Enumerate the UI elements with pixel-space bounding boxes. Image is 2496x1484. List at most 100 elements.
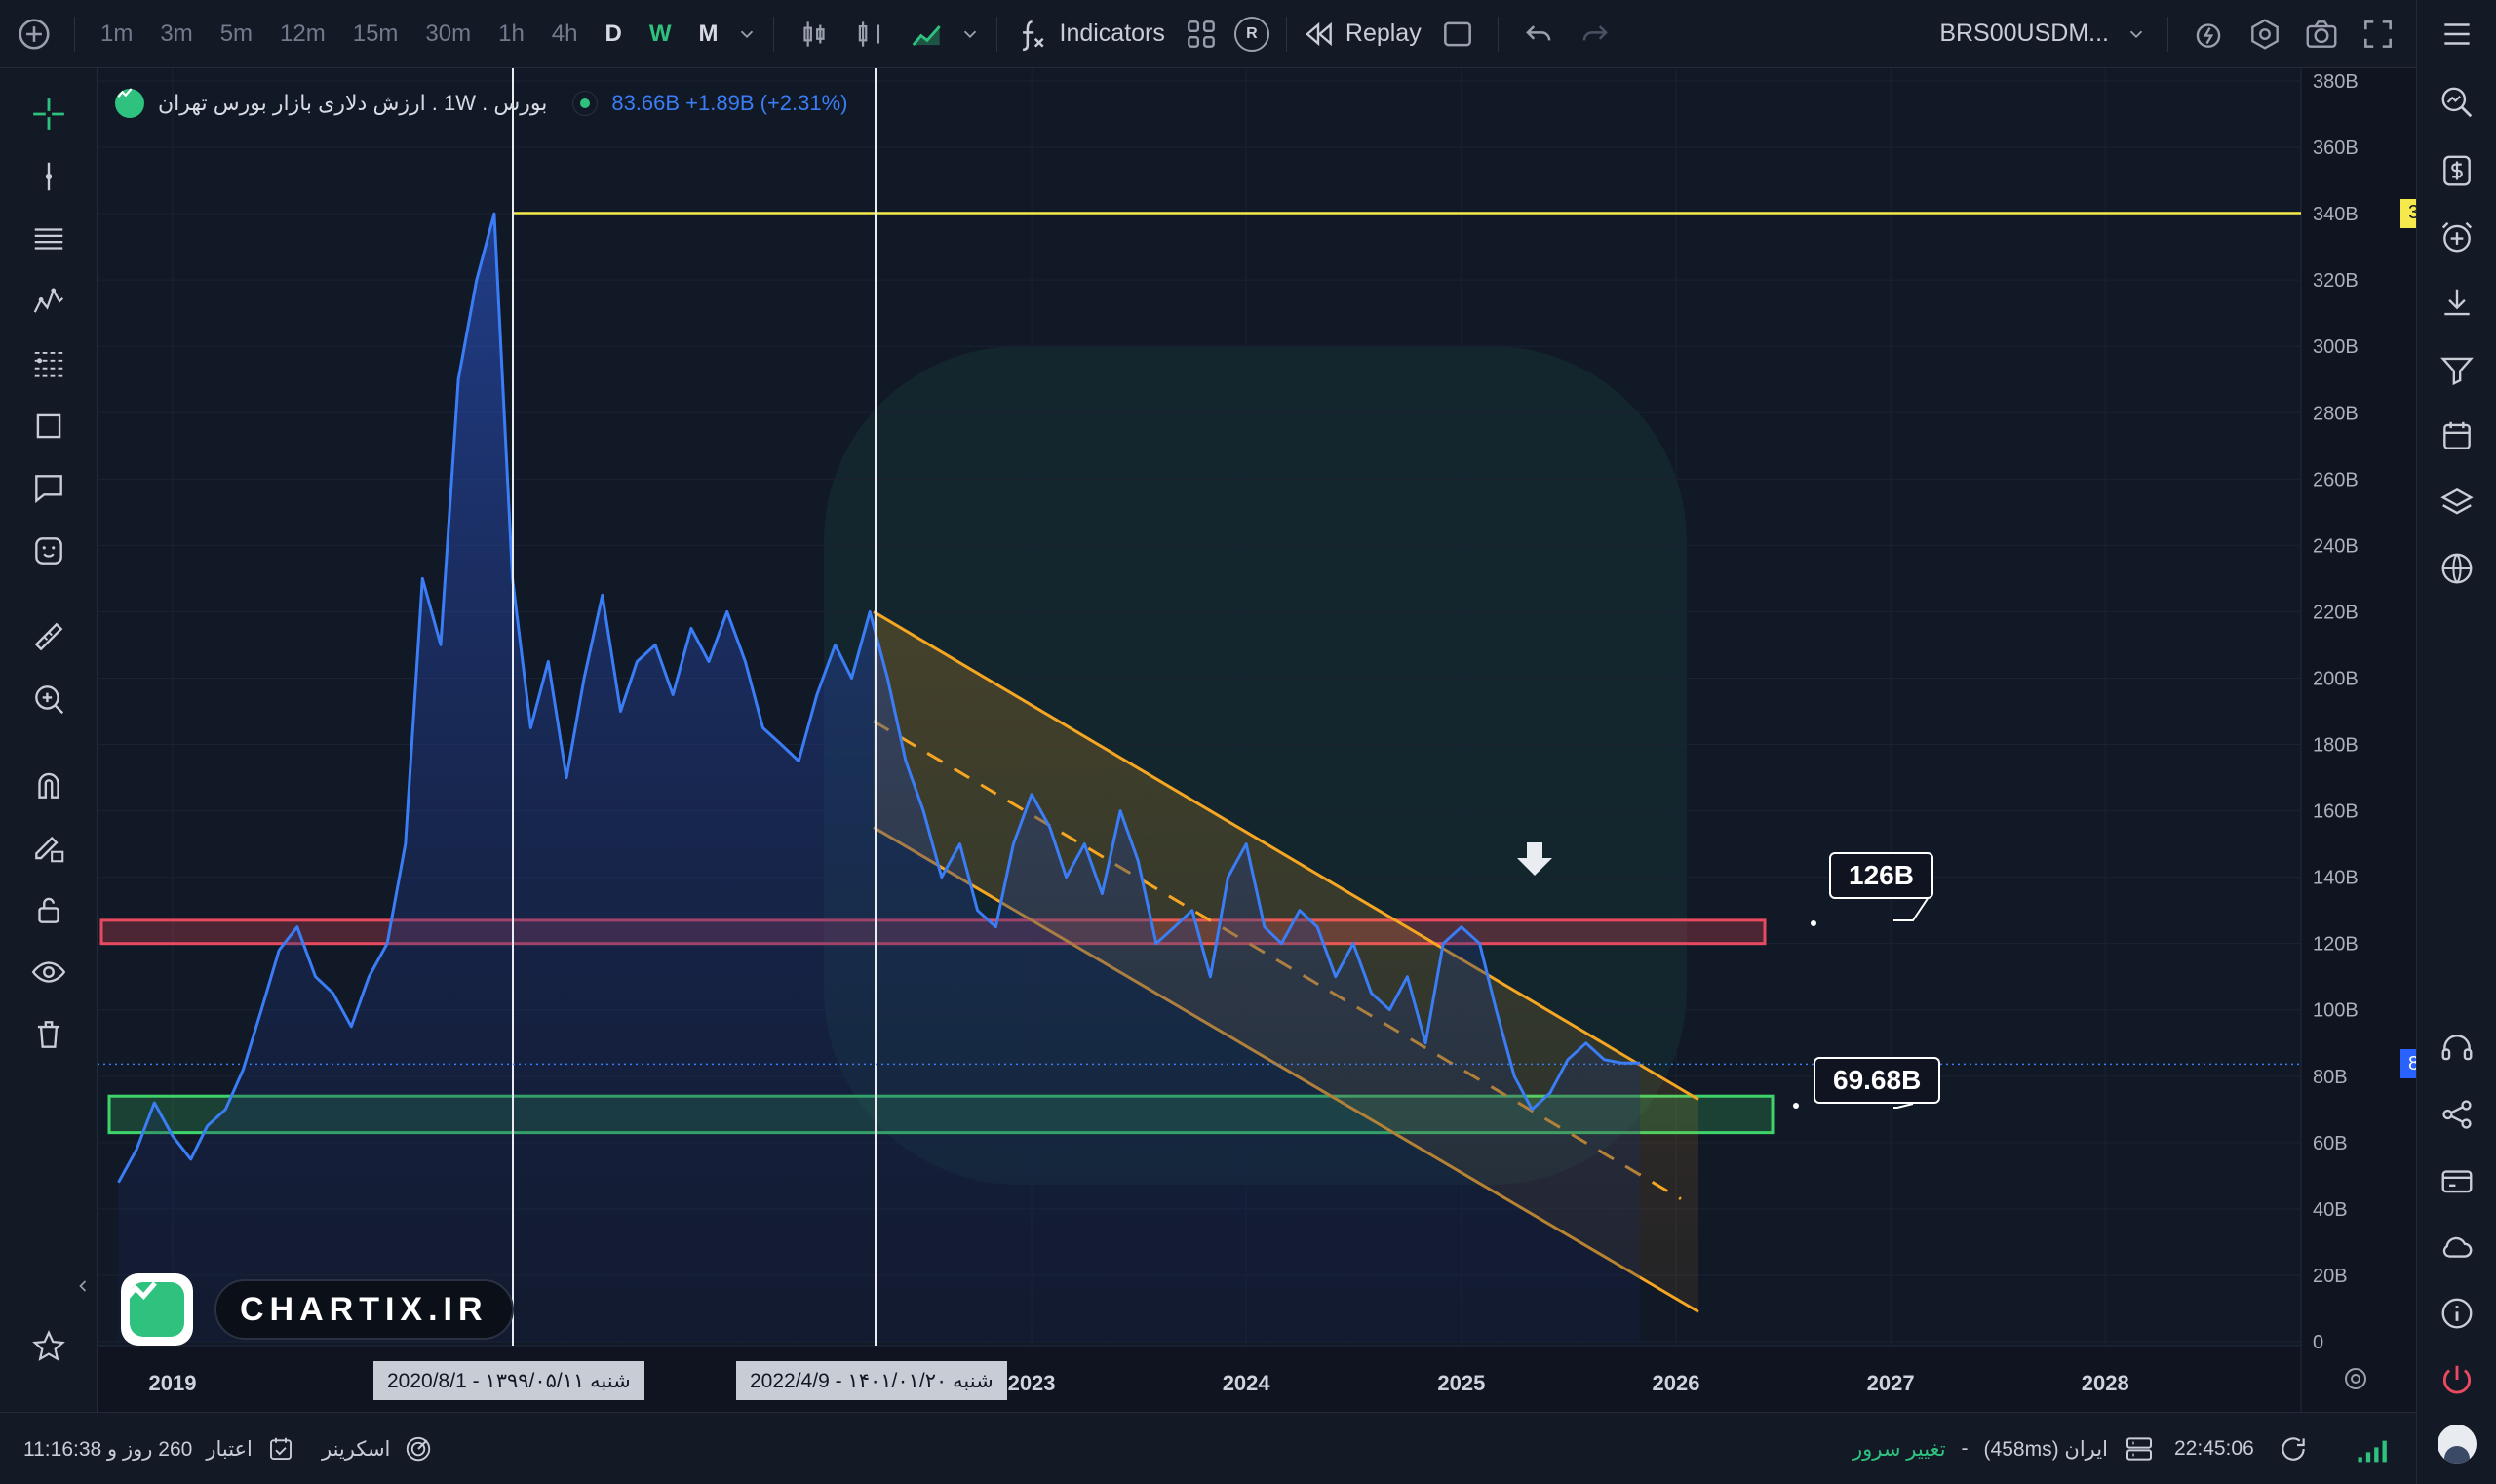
trend-line-icon[interactable] (20, 148, 77, 205)
redo-icon[interactable] (1567, 6, 1623, 62)
right-sidebar (2416, 0, 2496, 1484)
time-axis: 2019 2023 2024 2025 2026 2027 2028 (149, 1371, 2129, 1395)
price-line (117, 212, 1641, 1184)
zoom-in-icon[interactable] (20, 671, 77, 727)
pattern-icon[interactable] (20, 273, 77, 330)
ruler-icon[interactable] (20, 608, 77, 665)
layers-icon[interactable] (2429, 474, 2485, 530)
search-chart-icon[interactable] (2429, 74, 2485, 131)
timeframe-1h[interactable]: 1h (498, 20, 525, 47)
callout-upper[interactable]: 126B (1829, 852, 1933, 899)
price-tick-label: 60B (2313, 1133, 2348, 1154)
timeframe-5m[interactable]: 5m (219, 20, 254, 47)
overlays (98, 68, 2301, 1346)
channel-upper-line (873, 610, 1699, 1101)
price-tick-label: 20B (2313, 1266, 2348, 1287)
globe-icon[interactable] (2429, 540, 2485, 597)
calendar-check-icon[interactable] (266, 1434, 295, 1464)
card-icon[interactable] (2429, 1152, 2485, 1209)
avatar-icon (2438, 1425, 2476, 1464)
filter-icon[interactable] (2429, 341, 2485, 398)
download-icon[interactable] (2429, 275, 2485, 332)
time-tick-label: 2027 (1867, 1371, 1915, 1395)
alarm-clock-icon[interactable] (2429, 209, 2485, 265)
star-icon[interactable] (20, 1318, 77, 1375)
price-tick-label: 340B (2313, 204, 2359, 225)
price-tick-label: 280B (2313, 403, 2359, 424)
menu-icon[interactable] (2429, 6, 2485, 62)
timeframe-15m[interactable]: 15m (352, 20, 399, 47)
replay-button[interactable]: Replay (1345, 20, 1422, 47)
chevron-down-icon[interactable] (2117, 6, 2156, 62)
camera-icon[interactable] (2293, 6, 2350, 62)
alert-flash-icon[interactable] (2180, 6, 2237, 62)
change-server-link[interactable]: تغییر سرور (1852, 1437, 1946, 1461)
drawing-toolbar (0, 68, 98, 1412)
settings-hex-icon[interactable] (2237, 6, 2293, 62)
share-icon[interactable] (2429, 1086, 2485, 1143)
unlock-icon[interactable] (20, 881, 77, 938)
trash-icon[interactable] (20, 1006, 77, 1063)
price-tick-label: 320B (2313, 270, 2359, 292)
legend-symbol[interactable]: بورس . 1W . ارزش دلاری بازار بورس تهران (158, 91, 548, 115)
screener-button[interactable]: اسکرینر (322, 1413, 433, 1484)
add-symbol-icon[interactable] (6, 6, 62, 62)
timeframe-3m[interactable]: 3m (160, 20, 193, 47)
price-tick-label: 240B (2313, 535, 2359, 557)
timeframe-w[interactable]: W (648, 20, 672, 47)
callout-upper-anchor (1811, 920, 1816, 926)
price-tick-label: 160B (2313, 801, 2359, 823)
crosshair-date-2: شنبه ۱۴۰۱/۰۱/۲۰ - 2022/4/9 (736, 1361, 1007, 1400)
rectangle-icon[interactable] (20, 398, 77, 454)
power-icon[interactable] (2429, 1351, 2485, 1408)
timeframe-12m[interactable]: 12m (280, 20, 326, 47)
rewind-icon[interactable] (1299, 6, 1338, 62)
symbol-selector[interactable]: BRS00USDM... (1939, 20, 2109, 47)
info-icon[interactable] (2429, 1285, 2485, 1342)
collapse-chevron-icon[interactable] (68, 1258, 98, 1314)
layout-grid-icon[interactable] (1173, 6, 1229, 62)
area-style-icon[interactable] (899, 6, 956, 62)
magnet-icon[interactable] (20, 757, 77, 813)
headset-icon[interactable] (2429, 1020, 2485, 1076)
time-tick-label: 2024 (1223, 1371, 1271, 1395)
lock-pencil-icon[interactable] (20, 819, 77, 876)
text-note-icon[interactable] (20, 460, 77, 517)
eye-icon[interactable] (20, 944, 77, 1000)
callout-lower[interactable]: 69.68B (1814, 1057, 1941, 1104)
price-series (117, 212, 1641, 1343)
undo-icon[interactable] (1510, 6, 1567, 62)
cloud-icon[interactable] (2429, 1219, 2485, 1275)
avatar[interactable] (2429, 1416, 2485, 1472)
bar-style-icon[interactable] (842, 6, 899, 62)
timeframe-d[interactable]: D (604, 20, 622, 47)
price-tick-label: 300B (2313, 336, 2359, 358)
timeframe-30m[interactable]: 30m (425, 20, 472, 47)
indicators-button[interactable]: Indicators (1059, 20, 1165, 47)
price-chart[interactable]: 380B 360B 340B 320B 300B 280B 260B 240B 220B 200B… (98, 68, 2416, 1412)
timeframe-4h[interactable]: 4h (551, 20, 578, 47)
price-tick-label: 0 (2313, 1332, 2323, 1353)
candle-style-icon[interactable] (786, 6, 842, 62)
fullscreen-icon[interactable] (2350, 6, 2406, 62)
refresh-icon[interactable] (2278, 1413, 2309, 1484)
chart-pane[interactable]: 380B 360B 340B 320B 300B 280B 260B 240B 220B 200B… (98, 68, 2489, 1412)
timeframe-1m[interactable]: 1m (100, 20, 134, 47)
chevron-down-icon[interactable] (956, 6, 985, 62)
timeframe-m[interactable]: M (698, 20, 719, 47)
replay-badge-icon[interactable]: R (1229, 6, 1274, 62)
horizontal-lines-icon[interactable] (20, 211, 77, 267)
emoji-icon[interactable] (20, 523, 77, 579)
price-tick-label: 180B (2313, 735, 2359, 757)
crosshair-icon[interactable] (20, 86, 77, 142)
radar-icon (407, 1436, 431, 1462)
calendar-icon[interactable] (2429, 408, 2485, 464)
square-icon[interactable] (1429, 6, 1486, 62)
chevron-down-icon[interactable] (732, 6, 761, 62)
brand-name: CHARTIX.IR (214, 1279, 514, 1340)
indicators-icon[interactable] (1009, 6, 1052, 62)
dollar-icon[interactable] (2429, 142, 2485, 199)
brand-logo-icon (121, 1273, 193, 1346)
fib-tool-icon[interactable] (20, 335, 77, 392)
axis-settings-icon[interactable] (2345, 1368, 2366, 1389)
